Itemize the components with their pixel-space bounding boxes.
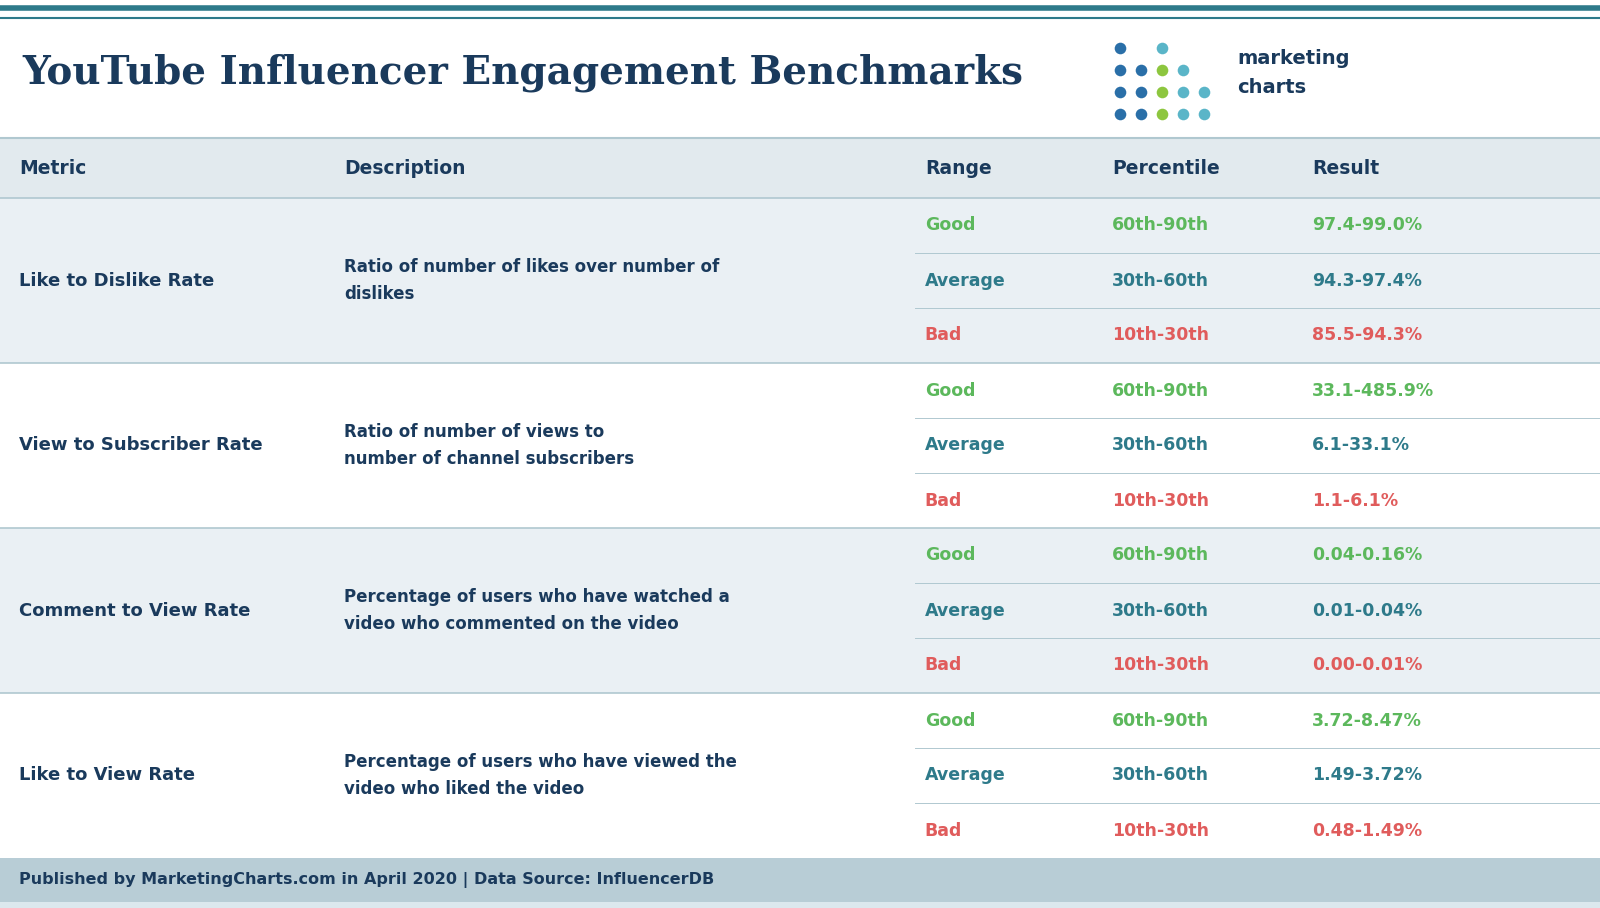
Text: 3.72-8.47%: 3.72-8.47% xyxy=(1312,712,1422,729)
Text: Bad: Bad xyxy=(925,822,962,840)
Text: 0.01-0.04%: 0.01-0.04% xyxy=(1312,601,1422,619)
Text: Bad: Bad xyxy=(925,491,962,509)
Point xyxy=(1170,107,1195,122)
Point xyxy=(1107,41,1133,55)
Text: Good: Good xyxy=(925,547,976,565)
Bar xyxy=(0,363,1600,528)
Text: charts: charts xyxy=(1237,78,1306,97)
Text: View to Subscriber Rate: View to Subscriber Rate xyxy=(19,437,262,455)
Text: Range: Range xyxy=(925,159,992,177)
Text: 30th-60th: 30th-60th xyxy=(1112,601,1210,619)
Text: 60th-90th: 60th-90th xyxy=(1112,216,1210,234)
Text: Bad: Bad xyxy=(925,656,962,675)
Point xyxy=(1128,107,1154,122)
Text: Average: Average xyxy=(925,437,1005,455)
Text: 60th-90th: 60th-90th xyxy=(1112,547,1210,565)
Point xyxy=(1107,63,1133,77)
Bar xyxy=(0,528,1600,693)
Point xyxy=(1170,63,1195,77)
Bar xyxy=(0,138,1600,198)
Text: Good: Good xyxy=(925,381,976,400)
Text: Like to Dislike Rate: Like to Dislike Rate xyxy=(19,271,214,290)
Text: 33.1-485.9%: 33.1-485.9% xyxy=(1312,381,1434,400)
Text: 0.48-1.49%: 0.48-1.49% xyxy=(1312,822,1422,840)
Point xyxy=(1149,41,1174,55)
Text: 30th-60th: 30th-60th xyxy=(1112,766,1210,785)
Text: 0.00-0.01%: 0.00-0.01% xyxy=(1312,656,1422,675)
Text: Good: Good xyxy=(925,712,976,729)
Text: Ratio of number of views to
number of channel subscribers: Ratio of number of views to number of ch… xyxy=(344,422,634,469)
Point xyxy=(1107,107,1133,122)
Bar xyxy=(0,198,1600,363)
Text: Comment to View Rate: Comment to View Rate xyxy=(19,601,251,619)
Text: 30th-60th: 30th-60th xyxy=(1112,271,1210,290)
Text: Like to View Rate: Like to View Rate xyxy=(19,766,195,785)
Text: 60th-90th: 60th-90th xyxy=(1112,712,1210,729)
Text: Result: Result xyxy=(1312,159,1379,177)
Text: Good: Good xyxy=(925,216,976,234)
Text: 30th-60th: 30th-60th xyxy=(1112,437,1210,455)
Text: 97.4-99.0%: 97.4-99.0% xyxy=(1312,216,1422,234)
Text: 10th-30th: 10th-30th xyxy=(1112,491,1210,509)
Point xyxy=(1107,84,1133,99)
Text: Metric: Metric xyxy=(19,159,86,177)
Text: marketing: marketing xyxy=(1237,50,1349,68)
Point xyxy=(1128,84,1154,99)
Bar xyxy=(0,693,1600,858)
Point xyxy=(1170,84,1195,99)
Point xyxy=(1128,63,1154,77)
Text: Ratio of number of likes over number of
dislikes: Ratio of number of likes over number of … xyxy=(344,258,720,303)
Text: 1.49-3.72%: 1.49-3.72% xyxy=(1312,766,1422,785)
Text: Average: Average xyxy=(925,271,1005,290)
Bar xyxy=(0,8,1600,138)
Point xyxy=(1149,107,1174,122)
Point xyxy=(1149,63,1174,77)
Text: Published by MarketingCharts.com in April 2020 | Data Source: InfluencerDB: Published by MarketingCharts.com in Apri… xyxy=(19,872,715,888)
Bar xyxy=(0,902,1600,908)
Text: Percentage of users who have watched a
video who commented on the video: Percentage of users who have watched a v… xyxy=(344,587,730,634)
Text: Description: Description xyxy=(344,159,466,177)
Text: Bad: Bad xyxy=(925,327,962,344)
Bar xyxy=(0,858,1600,902)
Text: 1.1-6.1%: 1.1-6.1% xyxy=(1312,491,1398,509)
Text: Average: Average xyxy=(925,601,1005,619)
Text: 94.3-97.4%: 94.3-97.4% xyxy=(1312,271,1422,290)
Text: Percentile: Percentile xyxy=(1112,159,1219,177)
Text: 10th-30th: 10th-30th xyxy=(1112,327,1210,344)
Point xyxy=(1190,107,1218,122)
Text: 10th-30th: 10th-30th xyxy=(1112,822,1210,840)
Text: 60th-90th: 60th-90th xyxy=(1112,381,1210,400)
Text: YouTube Influencer Engagement Benchmarks: YouTube Influencer Engagement Benchmarks xyxy=(22,54,1022,93)
Point xyxy=(1149,84,1174,99)
Point xyxy=(1190,84,1218,99)
Text: Average: Average xyxy=(925,766,1005,785)
Text: 6.1-33.1%: 6.1-33.1% xyxy=(1312,437,1410,455)
Text: 10th-30th: 10th-30th xyxy=(1112,656,1210,675)
Text: 85.5-94.3%: 85.5-94.3% xyxy=(1312,327,1422,344)
Text: 0.04-0.16%: 0.04-0.16% xyxy=(1312,547,1422,565)
Text: Percentage of users who have viewed the
video who liked the video: Percentage of users who have viewed the … xyxy=(344,753,738,798)
